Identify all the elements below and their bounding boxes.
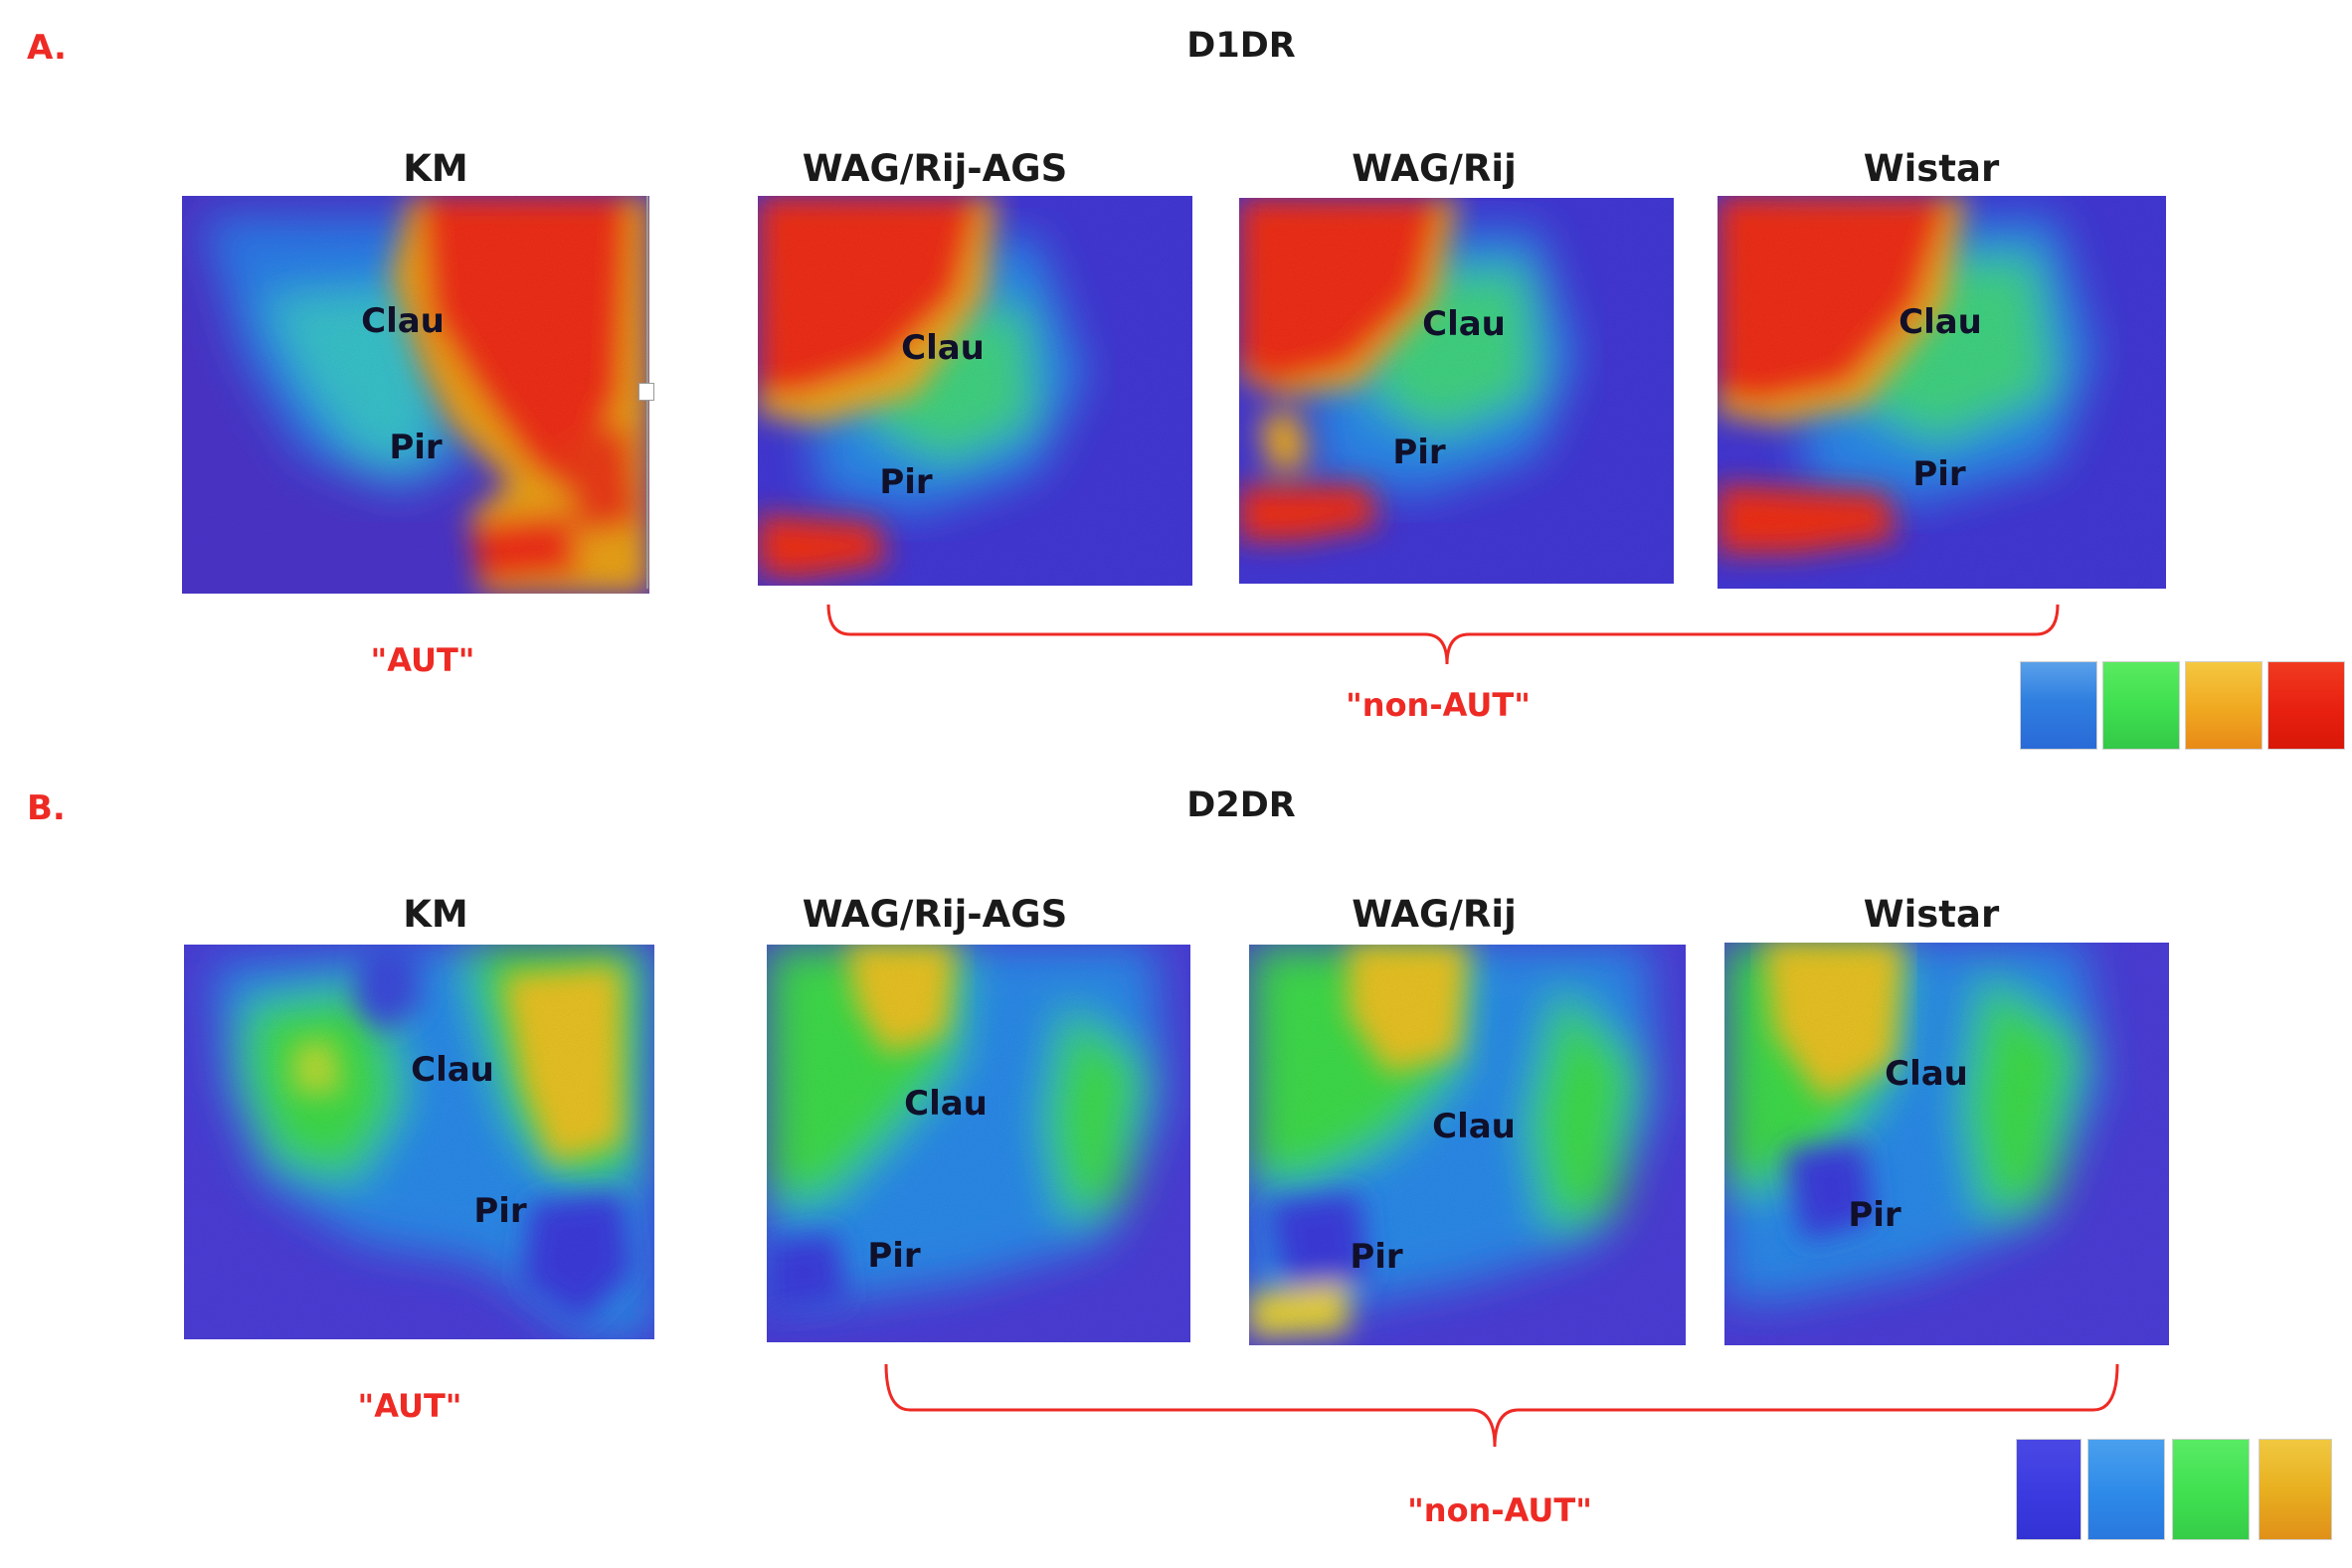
panel-a-scale-swatch-2-fill [2103,662,2179,749]
panel-b-scale-swatch-2 [2087,1439,2165,1540]
panel-a-wag-rij-ags-clau-label: Clau [901,328,985,368]
panel-b-non-aut-brace [884,1363,2119,1448]
panel-a-strain-wag-rij: WAG/Rij [1352,147,1517,190]
panel-a-wag-rij-ags-image [758,196,1192,586]
panel-b-strain-km: KM [403,893,468,936]
panel-a-scale-swatch-4 [2267,661,2345,750]
panel-b-strain-wag-rij: WAG/Rij [1352,893,1517,936]
panel-a-wag-rij-pir-label: Pir [1392,433,1446,472]
panel-a-strain-wistar: Wistar [1863,147,2000,190]
panel-b-scale-swatch-3 [2172,1439,2250,1540]
panel-a-wistar-clau-label: Clau [1899,302,1982,342]
panel-b-letter: B. [27,788,66,828]
panel-a-scale-swatch-3 [2185,661,2262,750]
panel-a-wag-rij-clau-label: Clau [1422,304,1506,344]
panel-b-strain-wistar: Wistar [1863,893,2000,936]
panel-a-title: D1DR [1186,26,1296,66]
panel-b-wag-rij-ags-clau-label: Clau [904,1084,988,1124]
panel-a-km-image [182,196,649,594]
panel-a-scale-swatch-1 [2020,661,2097,750]
panel-a-scale-swatch-1-fill [2021,662,2096,749]
panel-a-km-pir-label: Pir [389,428,443,467]
panel-b-wag-rij-pir-label: Pir [1350,1237,1403,1277]
panel-b-strain-wag-rij-ags: WAG/Rij-AGS [802,893,1068,936]
panel-a-letter: A. [27,28,67,68]
panel-b-wag-rij-clau-label: Clau [1432,1107,1516,1146]
panel-b-km-clau-label: Clau [411,1050,494,1090]
panel-a-non-aut-brace [826,604,2060,665]
panel-b-km-pir-label: Pir [473,1191,527,1231]
panel-b-non-aut-label: "non-AUT" [1407,1491,1592,1529]
panel-b-wag-rij-ags-pir-label: Pir [867,1236,921,1276]
panel-a-non-aut-label: "non-AUT" [1346,686,1531,724]
panel-b-km-image [184,945,654,1339]
panel-a-wag-rij-image [1239,198,1674,584]
panel-a-wag-rij-ags-pir-label: Pir [879,462,933,502]
panel-b-scale-swatch-4 [2259,1439,2332,1540]
panel-a-strain-wag-rij-ags: WAG/Rij-AGS [802,147,1068,190]
panel-b-scale-swatch-2-fill [2088,1440,2164,1539]
panel-a-scale-swatch-2 [2102,661,2180,750]
panel-a-strain-km: KM [403,147,468,190]
panel-b-scale-swatch-4-fill [2260,1440,2331,1539]
panel-b-scale-swatch-1 [2016,1439,2081,1540]
panel-b-wistar-image [1724,943,2169,1345]
panel-a-scale-swatch-4-fill [2268,662,2344,749]
panel-a-wistar-image [1718,196,2166,589]
panel-a-aut-label: "AUT" [370,641,475,679]
panel-b-title: D2DR [1186,785,1296,825]
panel-b-wag-rij-ags-image [767,945,1190,1342]
panel-b-aut-label: "AUT" [357,1387,462,1425]
panel-a-scale-swatch-3-fill [2186,662,2262,749]
panel-b-wistar-pir-label: Pir [1848,1195,1901,1235]
panel-b-wistar-clau-label: Clau [1885,1054,1968,1094]
panel-b-wag-rij-image [1249,945,1686,1345]
panel-a-km-handle [638,383,654,401]
panel-b-scale-swatch-3-fill [2173,1440,2249,1539]
panel-b-scale-swatch-1-fill [2017,1440,2081,1539]
panel-a-km-clau-label: Clau [361,301,445,341]
panel-a-wistar-pir-label: Pir [1912,454,1966,494]
